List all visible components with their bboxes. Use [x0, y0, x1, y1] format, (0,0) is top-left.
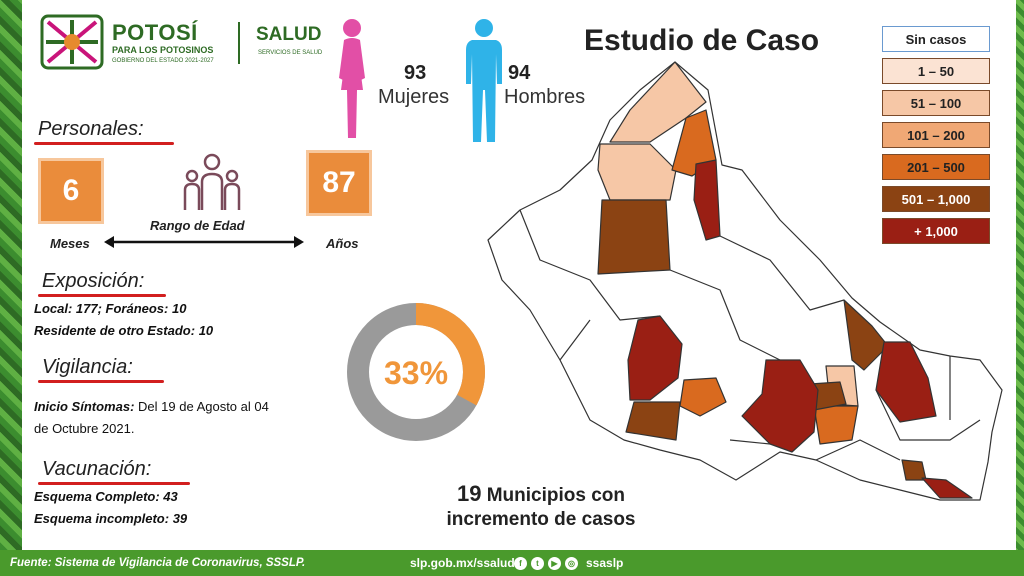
donut-percent-label: 33% [384, 355, 448, 391]
female-count: 93 [404, 62, 427, 84]
footer-handle: ssaslp [586, 556, 624, 570]
age-range-label: Rango de Edad [150, 218, 245, 233]
region-red-5 [921, 477, 973, 499]
page-title: Estudio de Caso [584, 24, 820, 57]
region-brown-2 [843, 299, 889, 371]
region-light-2 [597, 143, 677, 201]
footer-social: f t ▶ ◎ ssaslp [514, 556, 623, 570]
region-brown-1 [597, 199, 671, 275]
max-age-box: 87 [306, 150, 372, 216]
male-label: Hombres [504, 86, 586, 108]
region-red-1 [693, 159, 721, 241]
personales-heading-text: Personales: [38, 118, 144, 140]
male-count: 94 [508, 62, 531, 84]
footer-source: Fuente: Sistema de Vigilancia de Coronav… [10, 557, 306, 569]
legend-item: 501 – 1,000 [882, 186, 990, 212]
logo-divider [238, 22, 240, 64]
personales-heading: Personales: [34, 118, 174, 145]
vigilancia-heading-text: Vigilancia: [42, 356, 133, 378]
region-orange-3 [813, 405, 859, 445]
region-red-3 [741, 359, 819, 453]
vacunacion-line-2: Esquema incompleto: 39 [34, 511, 188, 526]
exposicion-heading-text: Exposición: [42, 270, 145, 292]
facebook-icon[interactable]: f [514, 556, 527, 570]
left-decorative-stripe [0, 0, 22, 576]
logo-title: POTOSÍ [112, 20, 198, 45]
municipios-line-2: incremento de casos [446, 509, 636, 530]
legend-item: 1 – 50 [882, 58, 990, 84]
exposicion-line-1: Local: 177; Foráneos: 10 [34, 301, 187, 316]
region-orange-2 [679, 377, 727, 417]
footer-url-link[interactable]: slp.gob.mx/ssalud [410, 556, 515, 570]
vigilancia-heading: Vigilancia: [38, 356, 164, 383]
donut-progress-arc [347, 303, 485, 441]
region-red-2 [627, 315, 683, 401]
municipios-line-1: Municipios con [486, 485, 626, 506]
municipios-count: 19 [456, 481, 482, 506]
state-logo-icon [40, 14, 104, 70]
vacunacion-heading-text: Vacunación: [42, 458, 152, 480]
heading-underline [34, 142, 174, 145]
municipios-summary: 19 Municipios con incremento de casos [436, 482, 646, 532]
logo-caption: GOBIERNO DEL ESTADO 2021-2027 [112, 58, 214, 64]
region-light-1 [609, 61, 707, 143]
legend-item: Sin casos [882, 26, 990, 52]
female-label: Mujeres [378, 86, 450, 108]
salud-logo-subtitle: SERVICIOS DE SALUD [258, 50, 323, 56]
legend-item: 51 – 100 [882, 90, 990, 116]
vigilancia-dates: Del 19 de Agosto al 04 [134, 399, 269, 414]
vigilancia-text: Inicio Síntomas: Del 19 de Agosto al 04 … [34, 396, 269, 440]
male-figure-icon [466, 19, 502, 142]
female-figure-icon [339, 19, 365, 138]
twitter-icon[interactable]: t [531, 556, 544, 570]
max-age-label: Años [326, 236, 359, 251]
legend-item: 101 – 200 [882, 122, 990, 148]
legend-item: 201 – 500 [882, 154, 990, 180]
exposicion-heading: Exposición: [38, 270, 166, 297]
exposicion-line-2: Residente de otro Estado: 10 [34, 323, 214, 338]
legend-item: + 1,000 [882, 218, 990, 244]
min-age-box: 6 [38, 158, 104, 224]
percent-donut-chart: 33% [347, 303, 485, 441]
right-decorative-stripe [1016, 0, 1024, 576]
min-age-label: Meses [50, 236, 90, 251]
vacunacion-line-1: Esquema Completo: 43 [34, 489, 178, 504]
municipal-boundaries [519, 209, 981, 461]
vigilancia-label: Inicio Síntomas: [34, 399, 135, 414]
age-range-arrow-icon [104, 236, 304, 248]
vacunacion-heading: Vacunación: [38, 458, 190, 485]
youtube-icon[interactable]: ▶ [548, 556, 561, 570]
heading-underline [38, 380, 164, 383]
region-brown-3 [625, 401, 681, 441]
logo-subtitle: PARA LOS POTOSINOS [112, 45, 214, 55]
instagram-icon[interactable]: ◎ [565, 556, 578, 570]
vigilancia-dates-2: de Octubre 2021. [34, 421, 135, 436]
heading-underline [38, 294, 166, 297]
region-brown-5 [901, 459, 927, 481]
footer-bar: Fuente: Sistema de Vigilancia de Coronav… [0, 550, 1024, 576]
state-map [487, 61, 1003, 501]
people-group-icon [183, 153, 241, 210]
heading-underline [38, 482, 190, 485]
salud-logo-title: SALUD [256, 24, 322, 45]
